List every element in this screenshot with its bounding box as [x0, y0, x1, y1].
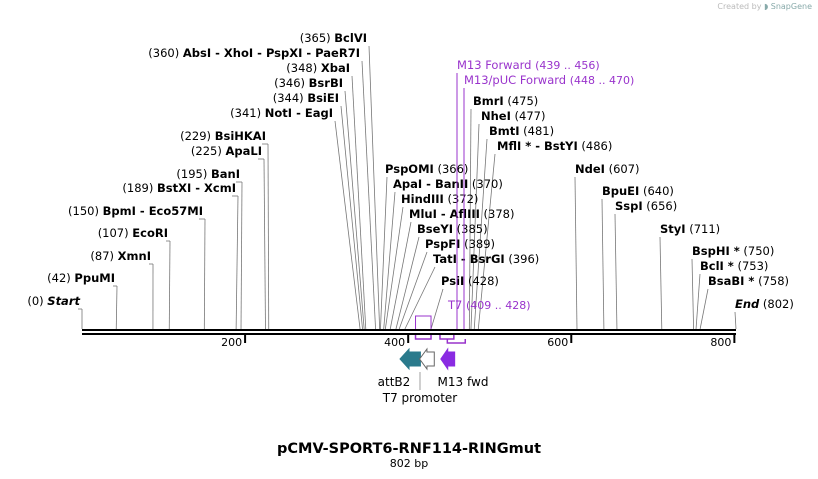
site-line — [395, 236, 420, 330]
primer-bracket — [414, 335, 432, 340]
ruler-tick-label: 200 — [221, 336, 242, 349]
site-line — [389, 221, 412, 330]
snapgene-credit: Created by ◗ SnapGene — [717, 2, 812, 11]
site-line — [334, 120, 361, 330]
site-line — [699, 288, 709, 330]
site-line — [168, 240, 171, 330]
site-line — [380, 176, 388, 330]
site-line — [477, 153, 496, 330]
sequence-strand-bottom — [82, 333, 736, 335]
feature-arrow — [418, 347, 435, 371]
enzyme-label: NheI (477) — [481, 109, 545, 123]
enzyme-label: (344) BsiEI — [273, 91, 339, 105]
site-line — [384, 206, 404, 330]
primer-label: M13/pUC Forward (448 .. 470) — [464, 73, 634, 87]
enzyme-label: StyI (711) — [660, 222, 720, 236]
site-line — [473, 138, 488, 330]
site-line — [468, 108, 472, 330]
enzyme-labels: (365) BclVI(360) AbsI - XhoI - PspXI - P… — [27, 31, 794, 311]
site-line — [115, 285, 118, 330]
enzyme-label: (225) ApaLI — [191, 144, 262, 158]
enzyme-label: ApaI - BanII (370) — [393, 177, 503, 191]
enzyme-label: BmrI (475) — [473, 94, 538, 108]
enzyme-label: BclI * (753) — [700, 259, 768, 273]
feature-arrow — [440, 347, 456, 371]
site-line — [601, 198, 605, 330]
enzyme-label: (189) BstXI - XcmI — [122, 181, 236, 195]
site-line — [235, 195, 239, 330]
ruler-tick-label: 400 — [384, 336, 405, 349]
enzyme-label: (346) BsrBI — [274, 76, 343, 90]
enzyme-label: PspOMI (366) — [385, 162, 468, 176]
site-line — [203, 218, 206, 330]
enzyme-label: (365) BclVI — [300, 31, 367, 45]
enzyme-label: (150) BpmI - Eco57MI — [68, 204, 203, 218]
enzyme-label: NdeI (607) — [575, 162, 640, 176]
plasmid-title: pCMV-SPORT6-RNF114-RINGmut — [277, 441, 541, 457]
enzyme-label: (195) BanI — [176, 167, 240, 181]
enzyme-label: BmtI (481) — [489, 124, 554, 138]
enzyme-label: (107) EcoRI — [98, 226, 168, 240]
ruler-tick-label: 600 — [547, 336, 568, 349]
plasmid-length: 802 bp — [390, 457, 428, 470]
enzyme-label: (0) Start — [27, 294, 80, 308]
primer-label: T7 (409 .. 428) — [447, 298, 531, 312]
primer-annotations: M13 Forward (439 .. 456)M13/pUC Forward … — [414, 58, 634, 344]
site-line — [351, 75, 367, 330]
site-line — [240, 181, 243, 330]
feature-label: attB2 — [378, 375, 411, 389]
site-line — [574, 176, 578, 330]
enzyme-label: (87) XmnI — [90, 249, 151, 263]
enzyme-label: (229) BsiHKAI — [180, 129, 266, 143]
enzyme-label: (42) PpuMI — [47, 271, 115, 285]
site-line — [695, 273, 701, 330]
site-line — [734, 311, 737, 330]
enzyme-label: BseYI (385) — [417, 222, 488, 236]
primer-label: M13 Forward (439 .. 456) — [457, 58, 600, 72]
enzyme-label: SspI (656) — [615, 199, 677, 213]
enzyme-label: (360) AbsI - XhoI - PspXI - PaeR7I — [148, 46, 360, 60]
enzyme-label: PsiI (428) — [441, 274, 499, 288]
enzyme-label: (341) NotI - EagI — [230, 106, 333, 120]
ruler-tick-label: 800 — [710, 336, 731, 349]
credit-prefix: Created by — [717, 2, 762, 11]
credit-brand: SnapGene — [770, 2, 812, 11]
site-lines — [78, 45, 737, 330]
site-line — [430, 288, 444, 330]
site-line — [614, 213, 618, 330]
enzyme-label: BsaBI * (758) — [708, 274, 789, 288]
site-line — [404, 266, 436, 330]
site-line — [267, 143, 270, 330]
enzyme-label: PspFI (389) — [425, 237, 495, 251]
site-line — [263, 158, 266, 330]
enzyme-label: (348) XbaI — [286, 61, 350, 75]
enzyme-label: End (802) — [735, 297, 794, 311]
primer-bracket — [439, 335, 455, 340]
enzyme-label: HindIII (372) — [401, 192, 478, 206]
site-line — [368, 45, 381, 330]
sequence-strand-top — [82, 329, 736, 331]
feature-arrows: attB2 T7 promoter M13 fwd — [378, 347, 489, 405]
enzyme-label: BspHI * (750) — [692, 244, 774, 258]
ruler-ticks: 200 400 600 800 — [221, 335, 736, 349]
site-line — [361, 60, 376, 330]
feature-label: T7 promoter — [382, 391, 458, 405]
site-line — [470, 123, 480, 330]
feature-arrow — [399, 347, 421, 371]
snapgene-logo-icon: ◗ — [763, 2, 769, 11]
primer-bracket — [446, 339, 467, 344]
site-line — [659, 236, 663, 330]
enzyme-label: MluI - AflIII (378) — [409, 207, 515, 221]
enzyme-label: MflI * - BstYI (486) — [497, 139, 612, 153]
site-line — [340, 105, 363, 330]
site-line — [344, 90, 365, 330]
enzyme-label: BpuEI (640) — [602, 184, 674, 198]
primer-line — [415, 315, 432, 329]
feature-label: M13 fwd — [438, 375, 489, 389]
site-line — [383, 191, 396, 330]
enzyme-label: TatI - BsrGI (396) — [433, 252, 539, 266]
site-line — [398, 251, 428, 330]
site-line — [691, 258, 694, 330]
